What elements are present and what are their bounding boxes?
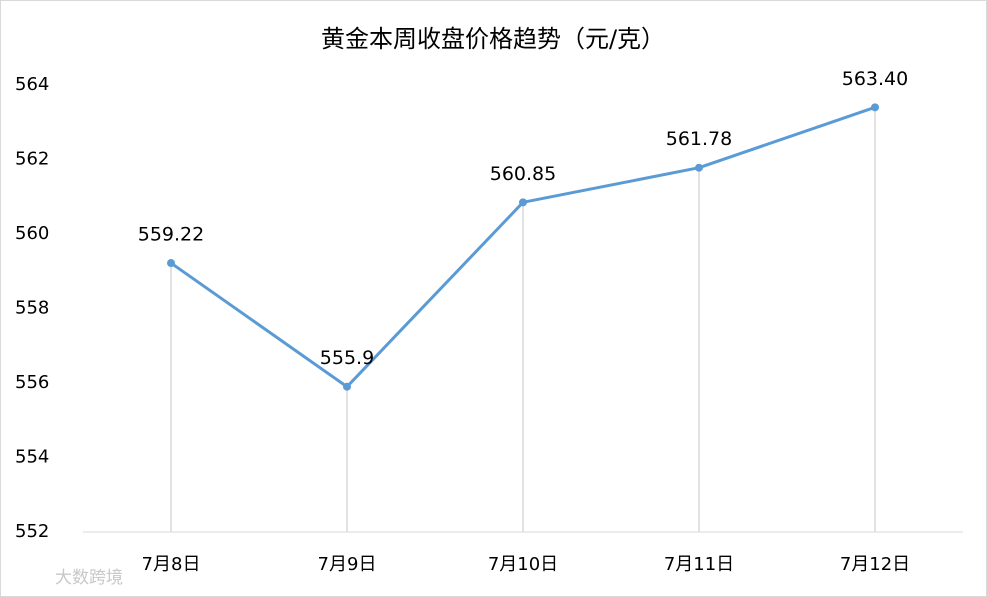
y-tick-label: 558 — [15, 298, 49, 319]
point — [519, 198, 527, 207]
point — [695, 163, 703, 172]
x-tick-label: 7月11日 — [664, 554, 734, 575]
y-tick-label: 554 — [15, 447, 49, 468]
data-label: 563.40 — [842, 68, 908, 90]
chart-title: 黄金本周收盘价格趋势（元/克） — [321, 25, 665, 53]
point — [167, 259, 175, 268]
x-tick-label: 7月10日 — [488, 554, 558, 575]
data-label: 559.22 — [138, 224, 204, 246]
data-label: 555.9 — [320, 347, 374, 369]
y-tick-label: 564 — [15, 74, 49, 95]
y-tick-label: 560 — [15, 223, 49, 244]
y-tick-label: 562 — [15, 149, 49, 170]
x-tick-label: 7月12日 — [840, 554, 910, 575]
watermark: 大数跨境 — [55, 568, 123, 588]
point — [871, 103, 879, 112]
data-label: 560.85 — [490, 163, 556, 185]
data-label: 561.78 — [666, 128, 732, 150]
x-tick-label: 7月9日 — [318, 554, 377, 575]
y-tick-label: 556 — [15, 372, 49, 393]
point — [343, 382, 351, 391]
y-tick-label: 552 — [15, 521, 49, 542]
x-tick-label: 7月8日 — [142, 554, 201, 575]
